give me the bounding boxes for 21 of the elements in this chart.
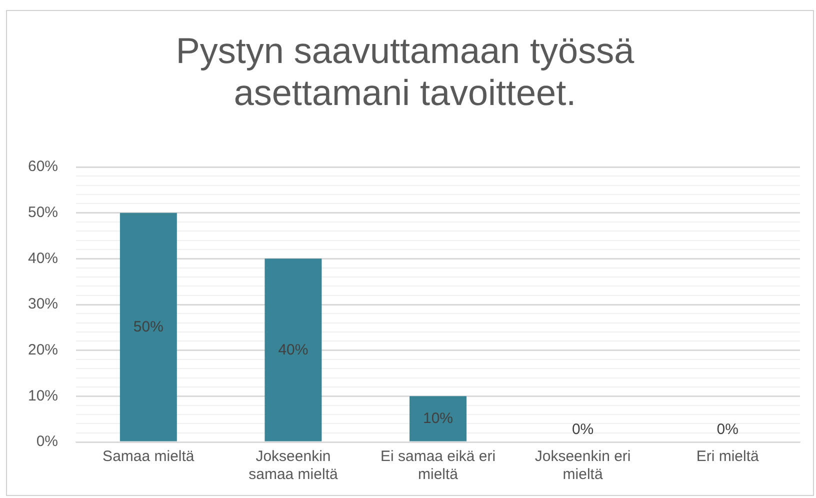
- y-tick-label: 60%: [28, 158, 58, 176]
- x-tick-label: Jokseenkin eri mieltä: [534, 448, 631, 484]
- x-tick-label: Ei samaa eikä eri mieltä: [380, 448, 496, 484]
- data-label: 50%: [133, 318, 164, 336]
- bar: [120, 212, 177, 442]
- data-label: 40%: [278, 341, 308, 358]
- data-label: 0%: [716, 421, 738, 438]
- y-tick-label: 50%: [28, 204, 58, 221]
- x-tick-label: Samaa mieltä: [102, 448, 195, 466]
- y-tick-label: 20%: [28, 341, 58, 358]
- y-tick-label: 0%: [36, 433, 58, 450]
- y-tick-label: 30%: [28, 296, 58, 313]
- x-tick-label: Jokseenkin samaa mieltä: [248, 448, 338, 484]
- x-tick-label: Eri mieltä: [696, 448, 760, 466]
- y-tick-label: 40%: [28, 250, 58, 267]
- data-label: 0%: [572, 421, 594, 438]
- bar: [264, 258, 322, 442]
- bar: [410, 396, 467, 442]
- y-tick-label: 10%: [28, 387, 58, 404]
- data-label: 10%: [422, 410, 454, 428]
- chart-title: Pystyn saavuttamaan työssä asettamani tavoitteet.: [174, 30, 636, 114]
